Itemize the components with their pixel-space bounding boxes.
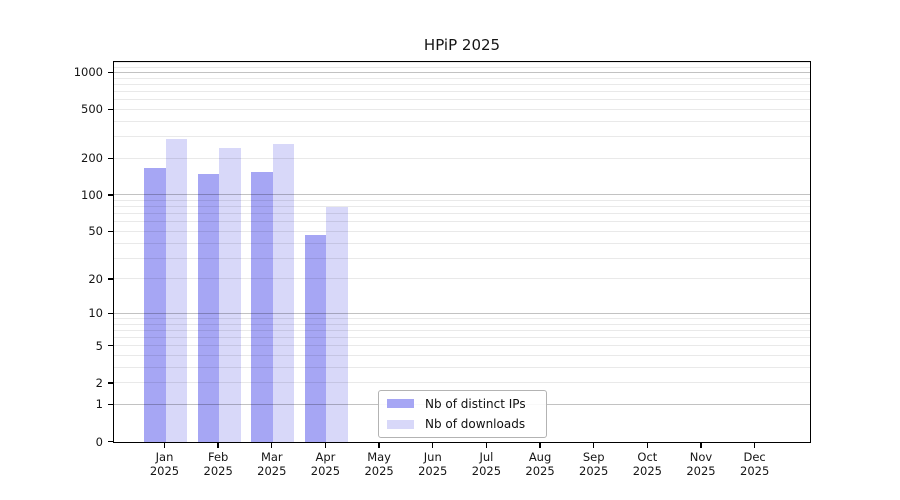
legend-item-downloads: Nb of downloads: [379, 414, 546, 435]
ytick-label-20: 20: [88, 271, 103, 286]
xtick-mark-feb: [217, 443, 219, 448]
legend: Nb of distinct IPs Nb of downloads: [378, 390, 547, 438]
ytick-mark-1: [108, 403, 113, 406]
xtick-label-jul: Jul 2025: [471, 450, 502, 478]
plot-area: Nb of distinct IPs Nb of downloads: [113, 61, 811, 443]
chart-title: HPiP 2025: [423, 36, 501, 54]
ytick-label-0: 0: [95, 434, 103, 449]
bar-mar-downloads: [272, 144, 295, 442]
ytick-label-5: 5: [95, 338, 103, 353]
ytick-label-500: 500: [81, 102, 103, 117]
ytick-label-50: 50: [88, 224, 103, 239]
ytick-label-10: 10: [88, 306, 103, 321]
ytick-mark-10: [108, 312, 113, 315]
xtick-mark-aug: [539, 443, 541, 448]
bar-jan-distinct-ips: [144, 168, 166, 442]
xtick-label-jan: Jan 2025: [149, 450, 180, 478]
legend-item-distinct-ips: Nb of distinct IPs: [379, 394, 546, 415]
xtick-label-dec: Dec 2025: [740, 450, 770, 478]
bar-jan-downloads: [165, 138, 187, 442]
xtick-label-mar: Mar 2025: [257, 450, 287, 478]
xtick-mark-jun: [432, 443, 434, 448]
xtick-label-nov: Nov 2025: [686, 450, 716, 478]
xtick-mark-jan: [163, 443, 166, 448]
ytick-mark-2: [108, 382, 113, 384]
xtick-label-jun: Jun 2025: [418, 450, 448, 478]
bars-layer: [114, 62, 810, 442]
xtick-label-feb: Feb 2025: [203, 450, 233, 478]
legend-swatch-downloads: [387, 419, 414, 429]
bar-feb-distinct-ips: [197, 174, 220, 442]
ytick-label-200: 200: [81, 151, 103, 166]
ytick-mark-0: [108, 440, 113, 443]
ytick-mark-1000: [108, 71, 113, 74]
xtick-mark-jul: [485, 443, 488, 448]
ytick-mark-500: [108, 108, 113, 111]
xtick-mark-apr: [324, 443, 327, 448]
xtick-label-sep: Sep 2025: [579, 450, 609, 478]
bar-feb-downloads: [219, 148, 241, 442]
bar-apr-downloads: [326, 207, 348, 442]
ytick-mark-20: [108, 278, 113, 280]
xtick-mark-dec: [753, 443, 756, 448]
xtick-mark-sep: [593, 443, 595, 448]
legend-label-distinct-ips: Nb of distinct IPs: [425, 396, 526, 411]
xtick-label-apr: Apr 2025: [310, 450, 341, 478]
xtick-mark-oct: [646, 443, 649, 448]
ytick-label-1000: 1000: [73, 65, 103, 80]
bar-apr-distinct-ips: [304, 235, 327, 442]
legend-swatch-distinct-ips: [387, 399, 414, 409]
ytick-mark-200: [108, 157, 113, 159]
xtick-mark-may: [378, 443, 380, 448]
ytick-mark-50: [108, 230, 113, 233]
xtick-mark-mar: [271, 443, 273, 448]
ytick-mark-100: [108, 194, 113, 196]
xtick-label-may: May 2025: [364, 450, 394, 478]
bar-mar-distinct-ips: [251, 171, 273, 442]
legend-label-downloads: Nb of downloads: [425, 417, 526, 432]
ytick-label-1: 1: [95, 397, 103, 412]
xtick-mark-nov: [700, 443, 702, 448]
ytick-mark-5: [108, 345, 113, 347]
xtick-label-oct: Oct 2025: [632, 450, 662, 478]
ytick-label-2: 2: [95, 375, 103, 390]
xtick-label-aug: Aug 2025: [525, 450, 555, 478]
ytick-label-100: 100: [81, 187, 103, 202]
